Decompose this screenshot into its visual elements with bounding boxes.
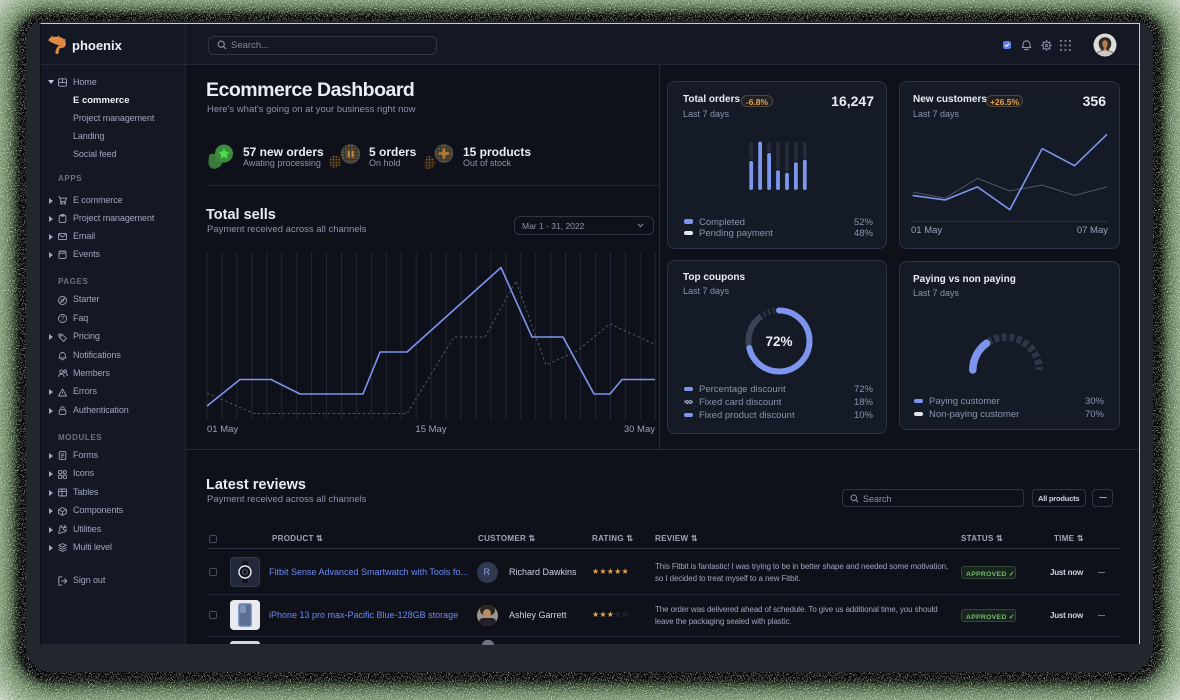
svg-text:72%: 72% (765, 334, 792, 349)
svg-text:01 May: 01 May (207, 424, 238, 435)
svg-text:01 May: 01 May (911, 225, 942, 236)
svg-text:?: ? (61, 317, 65, 323)
svg-text:07 May: 07 May (1077, 225, 1108, 236)
svg-text:30 May: 30 May (624, 424, 655, 435)
svg-text:15 May: 15 May (415, 424, 446, 435)
